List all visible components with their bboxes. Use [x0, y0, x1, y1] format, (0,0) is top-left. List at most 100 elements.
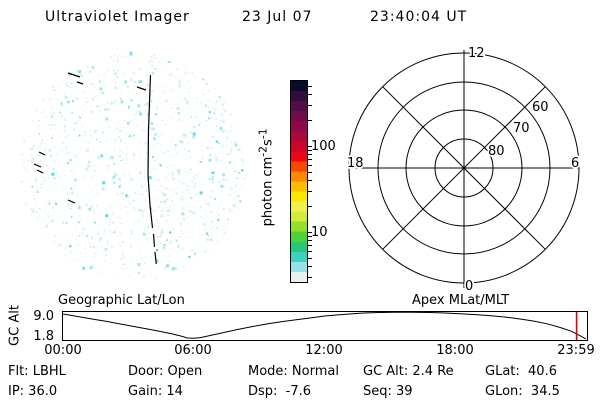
speckle	[77, 99, 79, 101]
speckle	[90, 135, 92, 137]
speckle	[79, 215, 81, 217]
speckle	[126, 147, 128, 149]
speckle	[168, 61, 171, 63]
mlt-label-0: 0	[465, 279, 473, 294]
colorbar-unit-label: photon cm-2s-1	[241, 126, 290, 246]
speckle	[140, 53, 142, 55]
speckle	[212, 136, 214, 138]
speckle	[189, 131, 191, 133]
speckle	[156, 221, 158, 223]
speckle	[94, 239, 96, 241]
speckle	[132, 153, 135, 156]
speckle	[125, 55, 127, 57]
speckle	[52, 207, 54, 209]
speckle	[53, 89, 55, 91]
speckle	[135, 169, 137, 171]
speckle	[193, 76, 195, 78]
speckle	[60, 147, 62, 149]
speckle	[181, 99, 183, 101]
speckle	[104, 248, 108, 252]
speckle	[76, 160, 78, 162]
speckle	[188, 209, 192, 213]
speckle	[66, 166, 68, 168]
speckle	[192, 98, 194, 100]
speckle	[130, 177, 132, 180]
speckle	[97, 272, 99, 274]
speckle	[236, 208, 238, 210]
speckle	[202, 78, 205, 81]
speckle	[147, 60, 149, 62]
speckle	[204, 251, 206, 252]
speckle	[172, 269, 175, 272]
speckle	[193, 185, 196, 188]
speckle	[219, 115, 221, 117]
speckle	[240, 158, 242, 159]
speckle	[193, 128, 195, 129]
speckle	[217, 142, 220, 145]
speckle	[154, 219, 156, 221]
speckle	[42, 98, 44, 100]
speckle	[30, 214, 33, 217]
speckle	[182, 182, 185, 185]
speckle	[170, 206, 172, 208]
speckle	[40, 187, 42, 189]
speckle	[172, 74, 174, 76]
speckle	[108, 127, 110, 129]
speckle	[57, 85, 59, 87]
speckle	[175, 192, 178, 195]
speckle	[46, 158, 48, 160]
speckle	[111, 109, 113, 111]
speckle	[222, 178, 224, 180]
speckle	[162, 246, 166, 250]
speckle	[155, 69, 157, 71]
speckle	[140, 56, 141, 58]
speckle	[26, 198, 28, 200]
speckle	[183, 149, 185, 151]
speckle	[41, 111, 43, 114]
speckle	[84, 104, 86, 106]
speckle	[134, 192, 137, 194]
speckle	[55, 98, 58, 101]
speckle	[65, 136, 67, 138]
speckle	[244, 178, 246, 180]
speckle	[233, 170, 235, 172]
speckle	[192, 211, 194, 213]
speckle	[40, 159, 42, 161]
speckle	[164, 99, 168, 103]
mlat-label-80: 80	[488, 144, 505, 159]
speckle	[187, 85, 189, 87]
speckle	[180, 195, 182, 197]
speckle	[56, 176, 58, 178]
speckle	[103, 239, 104, 241]
speckle	[159, 213, 161, 215]
speckle	[155, 170, 157, 172]
speckle	[240, 164, 242, 166]
speckle	[236, 177, 238, 179]
speckle	[27, 180, 29, 182]
speckle	[91, 66, 94, 69]
speckle	[43, 179, 46, 182]
speckle	[169, 227, 171, 229]
speckle	[56, 170, 58, 172]
speckle	[122, 263, 124, 265]
speckle	[227, 218, 229, 220]
speckle	[160, 242, 162, 244]
speckle	[113, 100, 115, 102]
speckle	[188, 92, 190, 94]
speckle	[89, 70, 92, 73]
speckle	[47, 202, 51, 205]
speckle	[211, 222, 213, 224]
speckle	[59, 115, 61, 117]
speckle	[104, 272, 106, 274]
speckle	[154, 54, 156, 56]
speckle	[152, 168, 154, 170]
speckle	[185, 209, 187, 211]
speckle	[110, 138, 112, 140]
speckle	[160, 191, 163, 194]
speckle	[93, 164, 96, 167]
speckle	[167, 60, 169, 62]
speckle	[156, 106, 159, 109]
speckle	[133, 94, 135, 96]
speckle	[182, 136, 184, 138]
speckle	[54, 164, 56, 166]
